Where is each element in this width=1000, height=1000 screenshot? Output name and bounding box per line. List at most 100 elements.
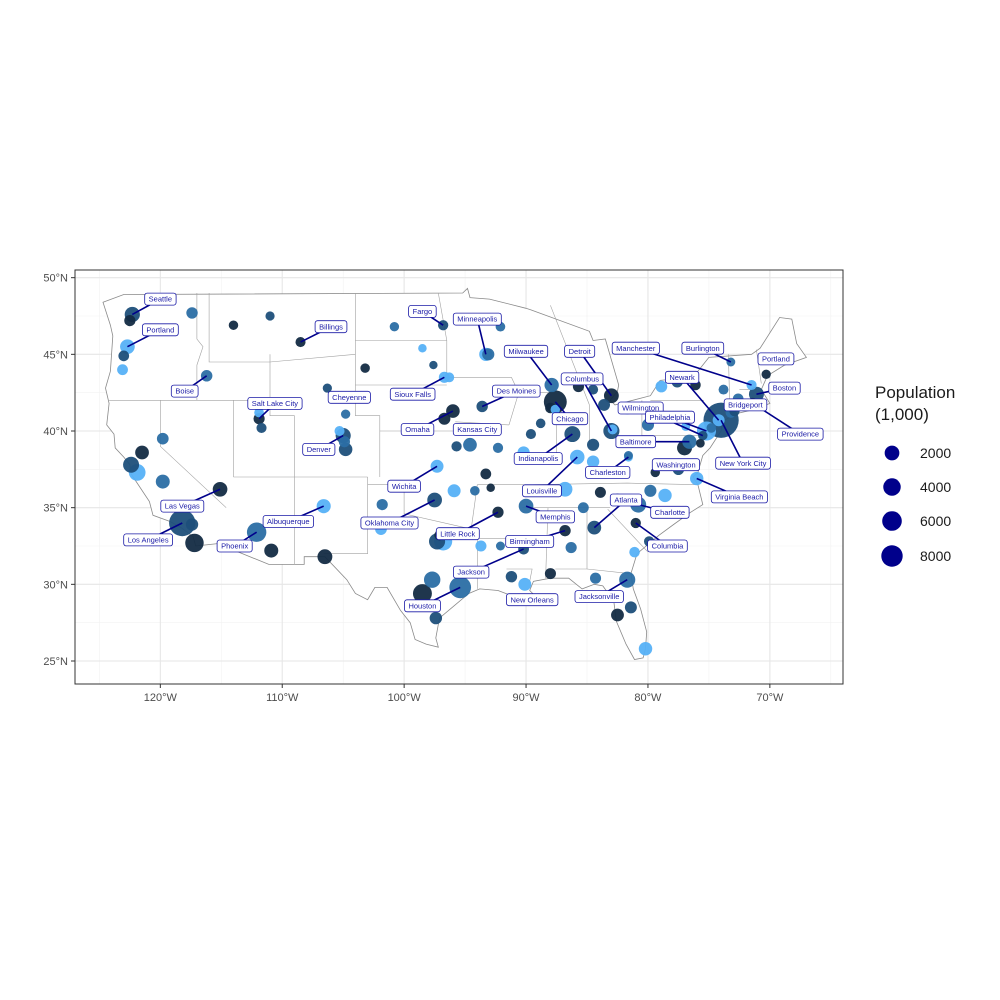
city-label-box bbox=[647, 539, 688, 553]
city-label-box bbox=[302, 442, 336, 456]
city-label-box bbox=[360, 516, 419, 530]
city-label-text: Portland bbox=[146, 325, 174, 334]
city-point bbox=[451, 441, 462, 452]
city-point bbox=[185, 518, 199, 531]
state-border bbox=[323, 477, 368, 554]
city-point bbox=[695, 438, 705, 448]
city-label: Newark bbox=[665, 370, 700, 384]
city-label-text: Chicago bbox=[556, 414, 584, 423]
city-point bbox=[444, 372, 455, 383]
city-label: Birmingham bbox=[505, 535, 555, 548]
city-label-box bbox=[435, 527, 480, 541]
state-border bbox=[506, 568, 533, 582]
city-label-box bbox=[505, 535, 555, 548]
city-label-text: Wilmington bbox=[622, 404, 659, 413]
state-border bbox=[756, 349, 762, 384]
city-label: Boston bbox=[768, 381, 801, 395]
city-label-text: Milwaukee bbox=[508, 347, 543, 356]
city-label-text: Las Vegas bbox=[165, 502, 200, 511]
x-axis-ticks: 120°W 110°W 100°W 90°W 80°W 70°W bbox=[144, 684, 784, 704]
city-label-text: Des Moines bbox=[496, 387, 536, 396]
city-label-text: Jacksonville bbox=[579, 592, 619, 601]
city-point bbox=[587, 438, 600, 451]
city-point bbox=[577, 502, 589, 514]
city-label: Fargo bbox=[408, 304, 437, 318]
legend-subtitle: (1,000) bbox=[875, 405, 929, 424]
city-label-box bbox=[389, 387, 436, 401]
x-tick-label: 120°W bbox=[144, 692, 178, 704]
city-point bbox=[607, 424, 618, 435]
city-label-box bbox=[123, 533, 173, 547]
city-label: Salt Lake City bbox=[247, 396, 303, 410]
city-label-box bbox=[681, 341, 725, 355]
city-label: Little Rock bbox=[435, 527, 480, 541]
city-label-box bbox=[314, 320, 348, 334]
leader-line bbox=[581, 378, 613, 432]
city-label-box bbox=[715, 456, 771, 470]
city-label: Sioux Falls bbox=[389, 387, 436, 401]
city-label-text: Virginia Beach bbox=[715, 493, 763, 502]
city-label: Billings bbox=[314, 320, 348, 334]
city-label: Boise bbox=[170, 384, 199, 398]
city-label-text: Philadelphia bbox=[649, 413, 691, 422]
city-label: Denver bbox=[302, 442, 336, 456]
city-point bbox=[117, 364, 128, 376]
city-point bbox=[589, 572, 602, 584]
city-point bbox=[495, 541, 505, 551]
city-label: Washington bbox=[651, 458, 700, 472]
city-point bbox=[544, 568, 556, 580]
x-tick-label: 90°W bbox=[513, 692, 541, 704]
city-label: Omaha bbox=[400, 423, 435, 436]
city-point bbox=[256, 422, 267, 433]
city-label-text: Little Rock bbox=[440, 529, 475, 538]
legend-label: 2000 bbox=[920, 445, 951, 461]
city-label: Columbus bbox=[560, 372, 604, 386]
leader-line bbox=[720, 419, 744, 464]
state-border bbox=[586, 568, 630, 574]
city-label-text: New York City bbox=[720, 459, 767, 468]
city-label-text: Omaha bbox=[405, 425, 430, 434]
y-tick-label: 50°N bbox=[43, 273, 68, 285]
city-point bbox=[505, 570, 518, 583]
city-label-text: Detroit bbox=[569, 347, 592, 356]
city-point bbox=[655, 380, 668, 393]
city-point bbox=[429, 360, 438, 370]
city-label-box bbox=[141, 323, 179, 337]
legend-title: Population bbox=[875, 383, 955, 402]
city-label-box bbox=[452, 423, 502, 436]
city-point bbox=[264, 543, 279, 558]
city-point bbox=[761, 369, 771, 379]
city-point bbox=[611, 608, 624, 622]
city-point bbox=[429, 611, 443, 625]
city-point bbox=[418, 343, 427, 353]
city-label-box bbox=[611, 341, 660, 355]
city-label-box bbox=[400, 423, 435, 436]
city-point bbox=[588, 384, 599, 395]
city-point bbox=[412, 584, 432, 603]
city-point bbox=[525, 429, 536, 440]
city-point bbox=[124, 315, 136, 327]
city-point bbox=[476, 400, 488, 413]
city-label-text: Phoenix bbox=[221, 542, 248, 551]
legend-key bbox=[884, 445, 900, 461]
city-point bbox=[340, 409, 351, 419]
city-point bbox=[185, 533, 204, 553]
city-point bbox=[658, 488, 672, 503]
state-border bbox=[607, 508, 649, 553]
city-label-box bbox=[452, 565, 490, 579]
x-tick-label: 80°W bbox=[634, 692, 662, 704]
city-point bbox=[638, 642, 653, 656]
panel-border bbox=[74, 269, 844, 685]
y-axis-ticks: 25°N 30°N 35°N 40°N 45°N 50°N bbox=[43, 273, 75, 668]
city-point bbox=[480, 468, 492, 480]
city-label: Burlington bbox=[681, 341, 725, 355]
y-tick-label: 35°N bbox=[43, 503, 68, 515]
city-label: Memphis bbox=[535, 510, 575, 524]
city-point bbox=[518, 498, 534, 514]
city-label: Chicago bbox=[551, 412, 589, 426]
city-label: Baltimore bbox=[615, 435, 657, 449]
city-label-text: Washington bbox=[656, 460, 695, 469]
city-label: Des Moines bbox=[492, 384, 541, 398]
city-label: Providence bbox=[777, 427, 824, 441]
city-label-box bbox=[262, 515, 315, 528]
